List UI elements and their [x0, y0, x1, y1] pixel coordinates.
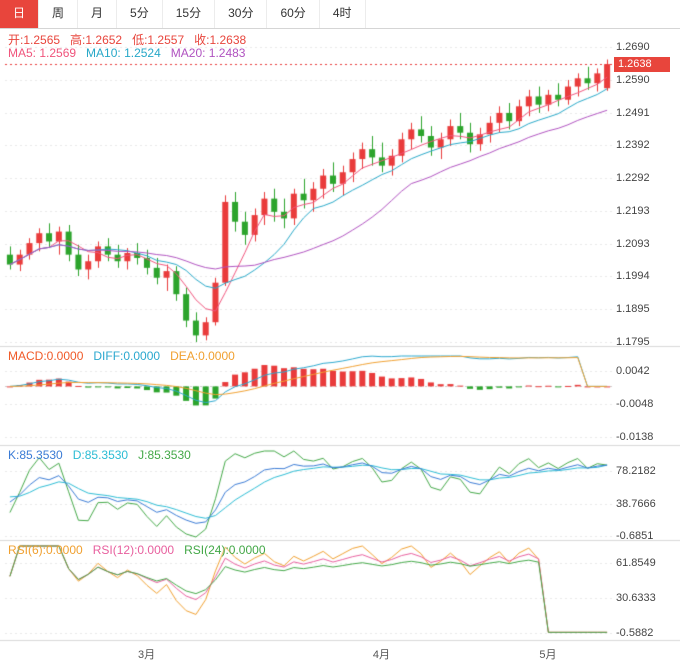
kdj-tick: 78.2182: [616, 465, 656, 477]
diff-value: DIFF:0.0000: [93, 349, 161, 363]
macd-tick: -0.0048: [616, 398, 654, 410]
x-axis-label-may: 5月: [539, 649, 557, 661]
tab-15min[interactable]: 15分: [163, 0, 216, 28]
price-tick: 1.1795: [616, 335, 650, 348]
open-value: 开:1.2565: [8, 33, 61, 47]
kdj-tick: -0.6851: [616, 530, 654, 542]
tab-30min[interactable]: 30分: [215, 0, 268, 28]
macd-readout: MACD:0.0000 DIFF:0.0000 DEA:0.0000: [8, 349, 235, 363]
d-value: D:85.3530: [72, 448, 129, 462]
price-tick: 1.2292: [616, 172, 650, 185]
price-tick: 1.2491: [616, 106, 650, 119]
tab-4hour[interactable]: 4时: [320, 0, 366, 28]
high-value: 高:1.2652: [70, 33, 123, 47]
rsi-tick: -0.5882: [616, 627, 654, 639]
ma20-value: MA20: 1.2483: [170, 46, 246, 60]
price-tick: 1.2590: [616, 73, 650, 86]
price-tick: 1.2392: [616, 139, 650, 152]
price-tick: 1.2193: [616, 204, 650, 217]
j-value: J:85.3530: [138, 448, 191, 462]
timeframe-toolbar: 日 周 月 5分 15分 30分 60分 4时: [0, 0, 680, 29]
price-tick: 1.1994: [616, 270, 650, 283]
rsi-tick: 30.6333: [616, 592, 656, 604]
ma10-value: MA10: 1.2524: [86, 46, 161, 60]
last-price-badge: 1.2638: [614, 56, 670, 72]
candlestick-chart-canvas[interactable]: [0, 28, 680, 668]
rsi-axis: 61.8549 30.6333 -0.5882: [616, 557, 678, 639]
macd-value: MACD:0.0000: [8, 349, 84, 363]
tab-5min[interactable]: 5分: [117, 0, 163, 28]
macd-axis: 0.0042 -0.0048 -0.0138: [616, 365, 678, 443]
k-value: K:85.3530: [8, 448, 63, 462]
kdj-axis: 78.2182 38.7666 -0.6851: [616, 465, 678, 542]
rsi-readout: RSI(6):0.0000 RSI(12):0.0000 RSI(24):0.0…: [8, 543, 266, 557]
price-axis: 1.2690 1.2590 1.2491 1.2392 1.2292 1.219…: [616, 41, 678, 348]
kdj-tick: 38.7666: [616, 497, 656, 510]
ma5-value: MA5: 1.2569: [8, 46, 77, 60]
close-value: 收:1.2638: [194, 33, 247, 47]
x-axis-label-april: 4月: [372, 649, 391, 661]
rsi-tick: 61.8549: [616, 557, 656, 569]
price-tick: 1.1895: [616, 303, 650, 316]
rsi12-value: RSI(12):0.0000: [92, 543, 175, 557]
rsi6-value: RSI(6):0.0000: [8, 543, 83, 557]
price-tick: 1.2093: [616, 237, 650, 250]
x-axis-label-march: 3月: [137, 649, 156, 661]
rsi24-value: RSI(24):0.0000: [184, 543, 266, 557]
macd-tick: 0.0042: [616, 365, 650, 377]
tab-month[interactable]: 月: [78, 0, 118, 28]
tab-day[interactable]: 日: [0, 0, 40, 28]
tab-60min[interactable]: 60分: [267, 0, 320, 28]
low-value: 低:1.2557: [132, 33, 185, 47]
ma-readout: MA5: 1.2569 MA10: 1.2524 MA20: 1.2483: [8, 46, 245, 60]
price-tick: 1.2690: [616, 41, 650, 53]
macd-tick: -0.0138: [616, 431, 654, 443]
dea-value: DEA:0.0000: [170, 349, 235, 363]
tab-week[interactable]: 周: [39, 0, 79, 28]
ohlc-readout: 开:1.2565 高:1.2652 低:1.2557 收:1.2638: [8, 31, 246, 48]
kdj-readout: K:85.3530 D:85.3530 J:85.3530: [8, 448, 191, 462]
